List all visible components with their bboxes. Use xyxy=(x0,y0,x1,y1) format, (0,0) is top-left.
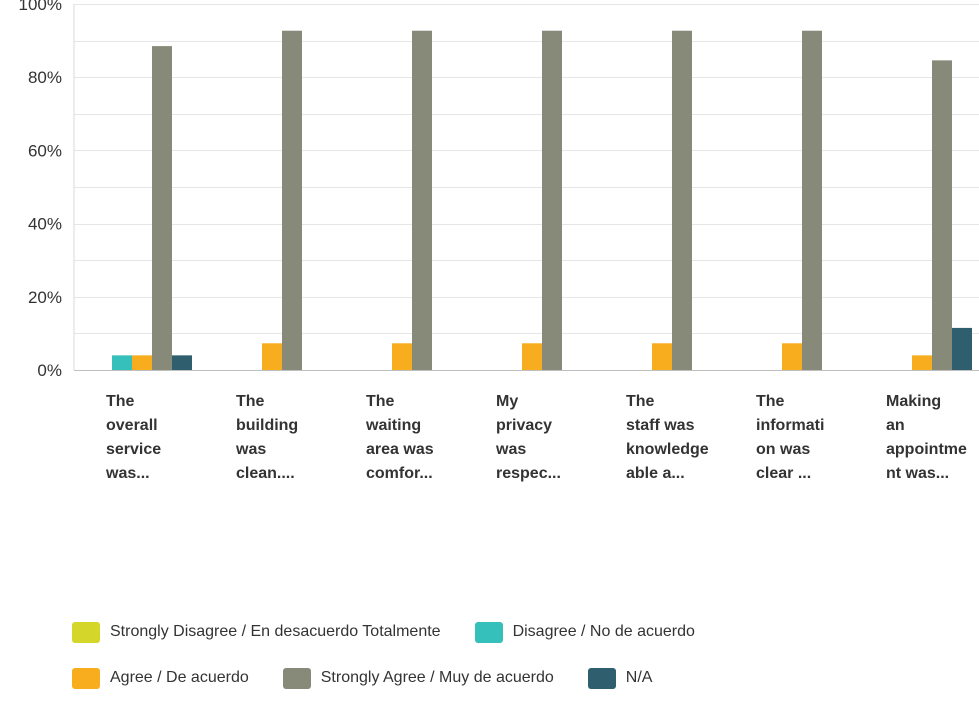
legend-row: Strongly Disagree / En desacuerdo Totalm… xyxy=(72,620,952,644)
legend-swatch xyxy=(72,621,100,643)
y-tick-label: 0% xyxy=(37,361,62,380)
bar xyxy=(932,60,952,370)
y-tick-label: 100% xyxy=(19,0,62,14)
legend-item: Agree / De acuerdo xyxy=(72,667,249,689)
bar xyxy=(522,343,542,370)
y-tick-label: 40% xyxy=(28,215,62,234)
x-tick-label: The waiting area was comfor... xyxy=(365,393,434,482)
bar xyxy=(152,46,172,371)
x-tick-label: The building was clean.... xyxy=(235,393,298,482)
legend-swatch xyxy=(587,667,616,689)
bar xyxy=(952,327,972,370)
bar xyxy=(912,355,932,370)
legend: Strongly Disagree / En desacuerdo Totalm… xyxy=(72,620,952,712)
bar-chart: 0% 20% 40% 60% 80% 100% The overall service was.… xyxy=(19,0,979,482)
x-tick-label: The informati on was clear ... xyxy=(756,393,824,482)
legend-item: Strongly Disagree / En desacuerdo Totalm… xyxy=(72,621,441,643)
bar xyxy=(282,30,302,371)
bars xyxy=(112,30,972,371)
bar xyxy=(652,343,672,370)
y-axis: 0% 20% 40% 60% 80% 100% xyxy=(19,0,62,380)
y-tick-label: 20% xyxy=(28,288,62,307)
legend-item: N/A xyxy=(587,667,653,689)
legend-label: Strongly Disagree / En desacuerdo Totalm… xyxy=(110,623,441,640)
legend-item: Disagree / No de acuerdo xyxy=(474,621,695,643)
x-tick-label: The staff was knowledge able a... xyxy=(626,393,709,482)
bar xyxy=(672,30,692,371)
bar xyxy=(132,355,152,370)
legend-label: N/A xyxy=(625,669,653,686)
legend-item: Strongly Agree / Muy de acuerdo xyxy=(282,667,554,689)
legend-swatch xyxy=(72,667,100,689)
bar xyxy=(172,355,192,370)
bar xyxy=(802,30,822,371)
bar xyxy=(262,343,282,370)
bar xyxy=(782,343,802,370)
bar xyxy=(392,343,412,370)
bar xyxy=(542,30,562,371)
legend-label: Disagree / No de acuerdo xyxy=(512,623,695,640)
legend-label: Agree / De acuerdo xyxy=(110,669,249,686)
legend-swatch xyxy=(474,621,503,643)
x-axis: The overall service was... The building was cle… xyxy=(105,393,967,482)
legend-label: Strongly Agree / Muy de acuerdo xyxy=(320,669,554,686)
legend-swatch xyxy=(282,667,311,689)
bar xyxy=(112,355,132,370)
grid-lines xyxy=(73,4,979,371)
legend-row: Agree / De acuerdo Strongly Agree / Muy d… xyxy=(72,666,952,690)
y-tick-label: 80% xyxy=(28,68,62,87)
x-tick-label: The overall service was... xyxy=(105,393,161,482)
x-tick-label: My privacy was respec... xyxy=(495,393,561,482)
x-tick-label: Making an appointme nt was... xyxy=(886,393,967,482)
y-tick-label: 60% xyxy=(28,141,62,160)
bar xyxy=(412,30,432,371)
